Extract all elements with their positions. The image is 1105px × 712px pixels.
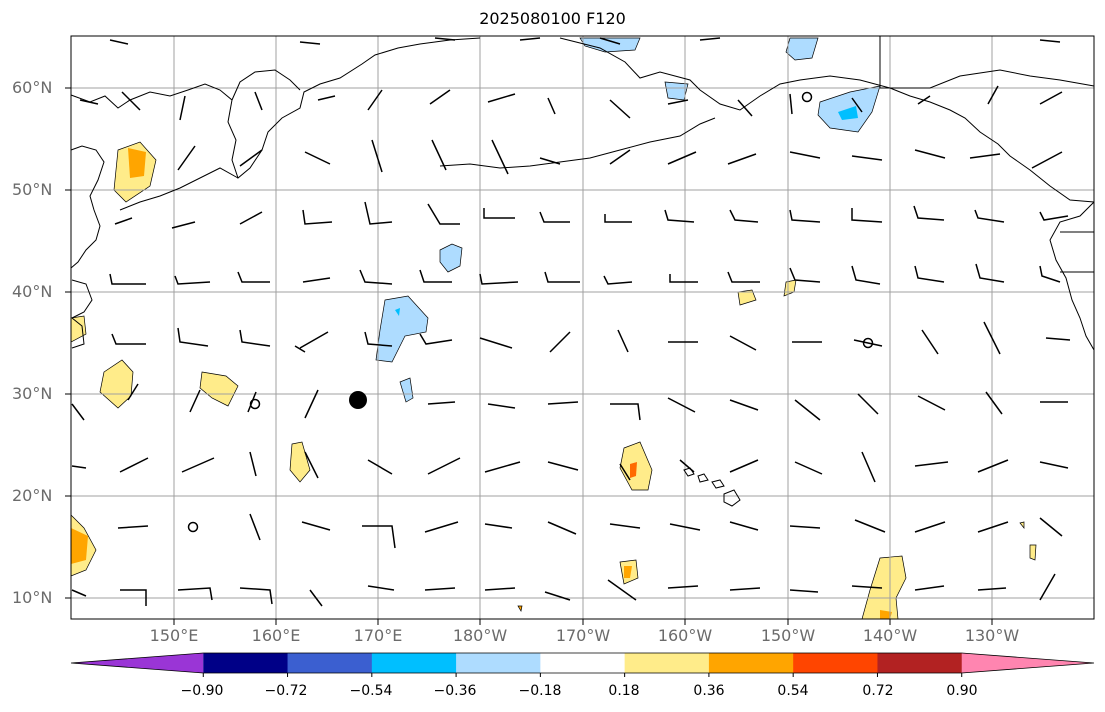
- axis-ticks: [65, 87, 993, 625]
- lat-label-20n: 20°N: [12, 486, 53, 505]
- lon-label-160w: 160°W: [657, 626, 713, 645]
- lat-label-50n: 50°N: [12, 180, 53, 199]
- lat-label-30n: 30°N: [12, 384, 53, 403]
- lon-label-130w: 130°W: [964, 626, 1020, 645]
- colorbar-tick-label: 0.18: [608, 683, 640, 699]
- colorbar-segment: [793, 653, 878, 673]
- lon-label-170w: 170°W: [555, 626, 611, 645]
- map-title: 2025080100 F120: [479, 9, 626, 28]
- colorbar-segment: [624, 653, 710, 673]
- coastlines: [70, 36, 1095, 507]
- colorbar-segment: [456, 653, 541, 673]
- colorbar-segment: [540, 653, 626, 673]
- lon-label-170e: 170°E: [353, 626, 403, 645]
- colorbar-tick-label: 0.90: [946, 683, 978, 699]
- lon-label-140w: 140°W: [862, 626, 918, 645]
- colorbar-tick-label: 0.72: [862, 683, 894, 699]
- colorbar-segment: [203, 653, 289, 673]
- wind-barbs: [71, 37, 1071, 607]
- colorbar-tick-label: 0.54: [777, 683, 809, 699]
- colorbar-tick-label: −0.54: [349, 683, 393, 699]
- colorbar-segment: [371, 653, 457, 673]
- station-markers: [187, 91, 874, 533]
- lat-label-40n: 40°N: [12, 282, 53, 301]
- lon-label-150w: 150°W: [760, 626, 816, 645]
- colorbar-tick-label: 0.36: [693, 683, 725, 699]
- colorbar-tick-label: −0.36: [433, 683, 477, 699]
- lat-label-10n: 10°N: [12, 588, 53, 607]
- colorbar-tick-label: −0.90: [180, 683, 224, 699]
- highlight-dot: [349, 391, 367, 409]
- colorbar-tick-label: −0.72: [264, 683, 308, 699]
- lon-label-180w: 180°W: [452, 626, 508, 645]
- colorbar-extend-high: [961, 653, 1094, 673]
- shaded-anomalies: [70, 37, 1037, 620]
- colorbar-extend-low: [71, 653, 204, 673]
- lat-label-60n: 60°N: [12, 78, 53, 97]
- colorbar: [70, 652, 1095, 677]
- lon-label-150e: 150°E: [149, 626, 199, 645]
- colorbar-segment: [708, 653, 794, 673]
- colorbar-segment: [287, 653, 373, 673]
- colorbar-segment: [877, 653, 963, 673]
- graticule: [71, 36, 1094, 619]
- lon-label-160e: 160°E: [251, 626, 301, 645]
- colorbar-tick-label: −0.18: [518, 683, 562, 699]
